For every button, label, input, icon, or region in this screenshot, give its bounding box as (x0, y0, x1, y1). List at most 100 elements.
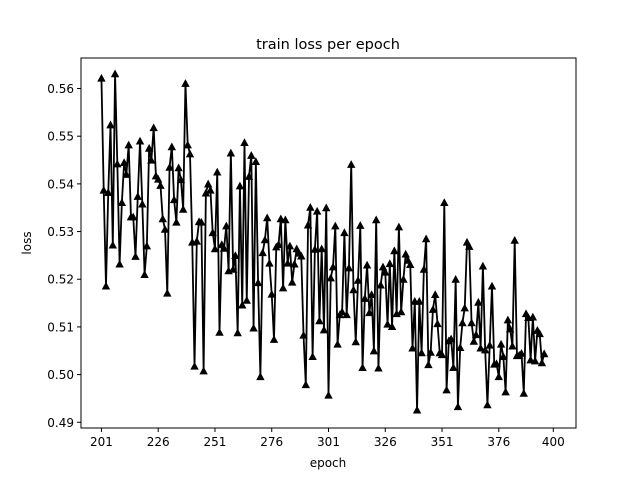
data-point-marker (344, 263, 354, 272)
data-point-marker (163, 288, 172, 297)
data-point-marker (99, 185, 108, 194)
data-point-marker (419, 265, 429, 273)
data-point-marker (206, 185, 215, 194)
data-point-marker (165, 162, 174, 171)
data-point-marker (322, 203, 331, 212)
data-point-marker (303, 220, 313, 229)
data-point-marker (174, 163, 183, 172)
loss-series-line (100, 72, 546, 411)
data-point-marker (396, 307, 406, 316)
data-point-marker (433, 319, 442, 328)
data-point-marker (456, 343, 465, 351)
data-point-marker (449, 363, 458, 372)
data-point-marker (469, 337, 479, 345)
data-point-marker (108, 240, 117, 249)
data-point-marker (519, 388, 528, 397)
y-axis-ticks: 0.49 0.50 0.51 0.52 0.53 0.54 0.55 0.56 (47, 82, 81, 430)
data-point-marker (104, 188, 113, 197)
data-point-marker (258, 248, 267, 257)
data-point-marker (262, 213, 272, 222)
y-tick-label: 0.53 (47, 225, 74, 239)
data-point-marker (124, 140, 133, 149)
data-point-marker (351, 337, 360, 346)
data-point-marker (160, 224, 170, 233)
data-point-marker (356, 221, 365, 229)
data-point-marker (158, 214, 167, 223)
data-point-marker (478, 261, 488, 270)
data-point-marker (274, 240, 283, 248)
data-point-marker (142, 241, 152, 250)
data-point-marker (458, 318, 467, 327)
data-point-marker (503, 315, 513, 324)
data-point-marker (369, 346, 379, 355)
data-point-marker (342, 310, 351, 319)
data-point-marker (415, 296, 424, 305)
x-axis-ticks: 201 226 251 276 301 326 351 376 400 (90, 428, 565, 449)
data-point-marker (287, 277, 297, 286)
data-point-marker (260, 235, 270, 244)
data-point-marker (228, 265, 238, 273)
data-point-marker (317, 244, 326, 253)
data-point-marker (440, 198, 449, 207)
loss-series-markers (97, 69, 549, 414)
data-point-marker (238, 300, 247, 309)
data-point-marker (535, 329, 544, 338)
data-point-marker (133, 192, 142, 200)
data-point-marker (460, 303, 469, 312)
data-point-marker (474, 297, 483, 306)
data-point-marker (226, 148, 236, 157)
data-point-marker (376, 280, 385, 289)
data-point-marker (199, 366, 208, 375)
data-point-marker (129, 212, 138, 221)
data-point-marker (467, 318, 476, 327)
data-point-marker (347, 160, 356, 168)
data-point-marker (231, 251, 240, 259)
data-point-marker (242, 296, 251, 304)
data-point-marker (172, 217, 181, 226)
data-point-marker (240, 138, 249, 146)
data-point-marker (530, 356, 540, 365)
data-point-marker (362, 260, 372, 269)
x-tick-label: 326 (374, 435, 397, 449)
data-point-marker (496, 339, 506, 348)
data-point-marker (97, 73, 106, 82)
data-point-marker (138, 199, 147, 208)
data-point-marker (190, 361, 199, 370)
data-point-marker (247, 151, 256, 159)
data-point-marker (312, 206, 322, 215)
data-point-marker (446, 334, 456, 343)
data-point-marker (408, 343, 417, 352)
data-point-marker (203, 179, 213, 188)
y-tick-label: 0.49 (47, 416, 74, 430)
data-point-marker (185, 149, 195, 158)
data-point-marker (485, 340, 494, 349)
data-point-marker (299, 330, 308, 339)
y-tick-label: 0.56 (47, 82, 74, 96)
data-point-marker (424, 360, 433, 369)
data-point-marker (135, 136, 145, 145)
data-point-marker (117, 198, 127, 207)
data-point-marker (367, 290, 376, 299)
data-point-marker (235, 181, 245, 190)
y-tick-label: 0.54 (47, 177, 74, 191)
data-point-marker (113, 159, 122, 168)
data-point-marker (465, 242, 474, 250)
data-point-marker (383, 319, 392, 328)
x-tick-label: 376 (487, 435, 510, 449)
data-point-marker (140, 270, 149, 279)
data-point-marker (394, 222, 404, 231)
data-point-marker (147, 155, 156, 164)
data-point-marker (480, 345, 490, 354)
data-point-marker (437, 350, 447, 359)
data-point-marker (381, 267, 390, 276)
data-point-marker (399, 275, 408, 283)
data-point-marker (169, 195, 179, 204)
data-point-marker (353, 275, 363, 284)
y-axis-label: loss (20, 231, 34, 254)
data-point-marker (340, 228, 349, 237)
data-point-marker (401, 249, 410, 258)
data-point-marker (278, 283, 288, 292)
data-point-marker (390, 246, 399, 255)
x-axis-label: epoch (310, 456, 347, 470)
data-point-marker (326, 273, 335, 282)
